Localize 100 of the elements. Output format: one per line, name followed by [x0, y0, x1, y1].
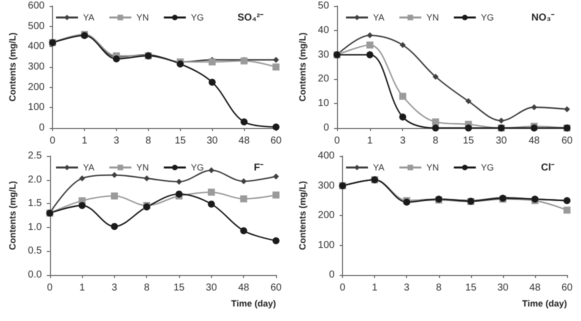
point: [144, 175, 150, 182]
legend-label: YN: [426, 12, 439, 22]
x-tick-label: 8: [436, 282, 442, 294]
y-axis-title: Contents (mg/L): [298, 32, 308, 102]
x-tick-label: 8: [144, 282, 150, 294]
y-tick-label: 0: [323, 122, 330, 134]
y-axis-title: Contents (mg/L): [8, 181, 18, 250]
x-tick-label: 3: [404, 282, 410, 294]
x-tick-label: 15: [462, 136, 474, 146]
point: [176, 178, 182, 185]
x-tick-label: 1: [372, 282, 378, 294]
point: [272, 192, 280, 199]
point: [272, 237, 280, 244]
legend-label: YN: [136, 12, 149, 22]
point: [400, 42, 406, 48]
y-tick-label: 200: [28, 82, 46, 93]
point: [498, 118, 504, 124]
point: [112, 55, 120, 62]
y-tick-label: 0.5: [28, 246, 42, 257]
x-tick-label: 3: [400, 136, 406, 146]
legend-label: YG: [190, 162, 204, 172]
point: [564, 206, 570, 214]
text: SO₄²⁻: [237, 12, 264, 24]
y-tick-label: 2.5: [28, 150, 42, 162]
x-tick-label: 30: [206, 282, 218, 294]
point: [531, 104, 538, 110]
point: [272, 123, 280, 130]
point: [208, 188, 215, 196]
y-tick-label: 40: [318, 24, 330, 36]
y-axis-title: Contents (mg/L): [8, 32, 18, 102]
x-tick-label: 60: [561, 282, 573, 294]
y-tick-label: 400: [28, 41, 46, 52]
y-tick-label: 400: [318, 150, 336, 162]
point: [79, 175, 86, 182]
x-tick-label: 60: [270, 282, 282, 294]
x-tick-label: 48: [529, 282, 541, 294]
legend-label: YN: [426, 162, 439, 172]
y-tick-label: 1.0: [28, 222, 42, 233]
x-tick-label: 1: [79, 282, 86, 294]
y-tick-label: 0: [329, 270, 336, 280]
legend-label: YG: [480, 162, 494, 172]
legend-label: YA: [373, 12, 384, 22]
x-tick-label: 48: [238, 282, 250, 294]
x-tick-label: 0: [50, 136, 56, 146]
point: [564, 106, 570, 112]
x-tick-label: 30: [206, 136, 218, 146]
point: [208, 167, 214, 174]
legend-label: YA: [83, 162, 94, 172]
y-tick-label: 200: [318, 210, 336, 221]
point: [208, 58, 216, 66]
x-tick-label: 48: [238, 136, 250, 146]
x-tick-label: 0: [47, 282, 54, 294]
x-tick-label: 0: [340, 282, 346, 294]
y-tick-label: 100: [318, 240, 336, 251]
text: F⁻: [254, 162, 264, 174]
y-tick-label: 1.5: [28, 198, 42, 210]
x-tick-label: 8: [146, 136, 152, 146]
point: [366, 32, 373, 38]
y-tick-label: 10: [318, 98, 330, 110]
x-tick-label: 15: [174, 136, 186, 146]
point: [240, 118, 248, 126]
point: [78, 202, 86, 209]
x-tick-label: 8: [432, 136, 439, 146]
legend-label: YA: [83, 12, 94, 22]
point: [273, 173, 279, 180]
point: [464, 124, 472, 132]
legend-label: YG: [480, 12, 494, 22]
point: [272, 64, 280, 70]
point: [240, 178, 247, 184]
x-tick-label: 3: [114, 136, 120, 146]
y-tick-label: 30: [318, 49, 330, 60]
text: NO₃⁻: [531, 12, 555, 24]
x-tick-label: 3: [112, 282, 118, 294]
text: Cl⁻: [541, 162, 555, 174]
point: [208, 78, 216, 86]
y-tick-label: 500: [28, 20, 46, 32]
y-tick-label: 0: [39, 122, 46, 134]
x-tick-label: 30: [496, 136, 508, 146]
x-tick-label: 15: [173, 282, 186, 294]
point: [273, 56, 279, 63]
point: [432, 124, 440, 132]
x-tick-label: 60: [270, 136, 282, 146]
point: [432, 118, 440, 126]
point: [240, 195, 248, 202]
point: [432, 74, 439, 80]
x-tick-label: 60: [561, 136, 573, 146]
y-tick-label: 0.0: [28, 270, 42, 280]
y-axis-title: Contents (mg/L): [298, 181, 308, 250]
point: [240, 227, 248, 234]
x-tick-label: 15: [465, 282, 477, 294]
y-tick-label: 100: [28, 102, 46, 114]
y-tick-label: 600: [28, 0, 46, 12]
x-axis-title: Time (day): [231, 298, 276, 308]
x-tick-label: 1: [367, 136, 374, 146]
y-tick-label: 20: [318, 74, 330, 85]
legend-label: YA: [373, 162, 384, 172]
y-tick-label: 50: [318, 0, 330, 12]
point: [399, 92, 406, 100]
y-tick-label: 300: [318, 180, 336, 192]
point: [208, 200, 215, 208]
